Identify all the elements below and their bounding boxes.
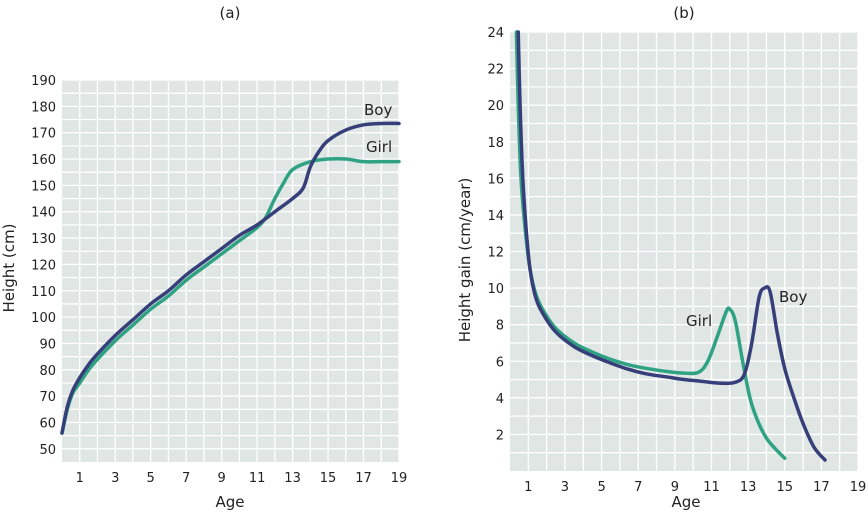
gridlines-b xyxy=(510,31,859,471)
y-tick-label: 14 xyxy=(487,209,504,224)
x-tick-label: 11 xyxy=(249,471,266,486)
y-tick-labels-a: 50 60 70 80 90 100 110 120 130 140 150 160 170 180 190 xyxy=(31,74,56,458)
series-line-girl xyxy=(60,156,401,435)
y-tick-label: 8 xyxy=(496,319,504,334)
y-tick-label: 22 xyxy=(487,63,504,78)
y-tick-label: 150 xyxy=(31,179,56,194)
y-axis-title-b: Height gain (cm/year) xyxy=(456,178,474,343)
x-tick-label: 17 xyxy=(355,471,372,486)
x-tick-label: 1 xyxy=(524,480,532,495)
y-tick-label: 160 xyxy=(31,153,56,168)
x-tick-label: 15 xyxy=(320,471,337,486)
x-tick-label: 19 xyxy=(850,480,867,495)
y-tick-label: 140 xyxy=(31,206,56,221)
series-label-boy-a: Boy xyxy=(364,101,392,119)
y-tick-label: 18 xyxy=(487,136,504,151)
y-tick-label: 16 xyxy=(487,172,504,187)
series-line-boy xyxy=(516,30,827,462)
panel-label-b: (b) xyxy=(673,4,694,22)
plot-area-a xyxy=(62,80,399,462)
series-label-girl-b: Girl xyxy=(686,312,712,330)
y-tick-label: 110 xyxy=(31,285,56,300)
y-tick-label: 50 xyxy=(39,443,56,458)
series-label-girl-a: Girl xyxy=(366,138,392,156)
y-tick-label: 60 xyxy=(39,416,56,431)
y-tick-label: 24 xyxy=(487,26,504,41)
y-tick-label: 90 xyxy=(39,337,56,352)
y-tick-label: 180 xyxy=(31,100,56,115)
y-tick-label: 100 xyxy=(31,311,56,326)
y-tick-label: 12 xyxy=(487,246,504,261)
x-tick-label: 17 xyxy=(813,480,830,495)
gridlines-a xyxy=(62,79,400,462)
x-tick-labels-a: 1 3 5 7 9 11 13 15 17 19 xyxy=(76,471,408,486)
y-tick-label: 80 xyxy=(39,364,56,379)
y-tick-label: 10 xyxy=(487,282,504,297)
series-lines-b xyxy=(514,30,827,462)
x-tick-labels-b: 1 3 5 7 9 11 13 15 17 19 xyxy=(524,480,866,495)
x-tick-label: 1 xyxy=(76,471,84,486)
panel-a-height: 50 60 70 80 90 100 110 120 130 140 150 160 170 180 190… xyxy=(0,4,407,511)
x-tick-label: 13 xyxy=(740,480,757,495)
y-tick-label: 190 xyxy=(31,74,56,89)
y-tick-label: 4 xyxy=(496,392,504,407)
x-tick-label: 5 xyxy=(597,480,605,495)
y-tick-label: 2 xyxy=(496,428,504,443)
series-line-boy xyxy=(60,121,401,435)
x-axis-title-b: Age xyxy=(671,493,700,511)
x-tick-label: 11 xyxy=(703,480,720,495)
x-tick-label: 7 xyxy=(182,471,190,486)
x-tick-label: 5 xyxy=(147,471,155,486)
y-tick-label: 170 xyxy=(31,127,56,142)
x-tick-label: 7 xyxy=(634,480,642,495)
y-tick-label: 6 xyxy=(496,355,504,370)
x-tick-label: 9 xyxy=(217,471,225,486)
x-tick-label: 9 xyxy=(671,480,679,495)
x-tick-label: 3 xyxy=(111,471,119,486)
y-tick-label: 130 xyxy=(31,232,56,247)
y-axis-title-a: Height (cm) xyxy=(0,224,18,313)
panel-label-a: (a) xyxy=(220,4,241,22)
y-tick-label: 120 xyxy=(31,258,56,273)
x-tick-label: 3 xyxy=(561,480,569,495)
y-tick-label: 20 xyxy=(487,99,504,114)
x-tick-label: 15 xyxy=(776,480,793,495)
x-axis-title-a: Age xyxy=(215,493,244,511)
y-tick-label: 70 xyxy=(39,390,56,405)
x-tick-label: 13 xyxy=(284,471,301,486)
series-label-boy-b: Boy xyxy=(779,288,807,306)
x-tick-label: 19 xyxy=(391,471,408,486)
series-lines-a xyxy=(60,121,401,435)
